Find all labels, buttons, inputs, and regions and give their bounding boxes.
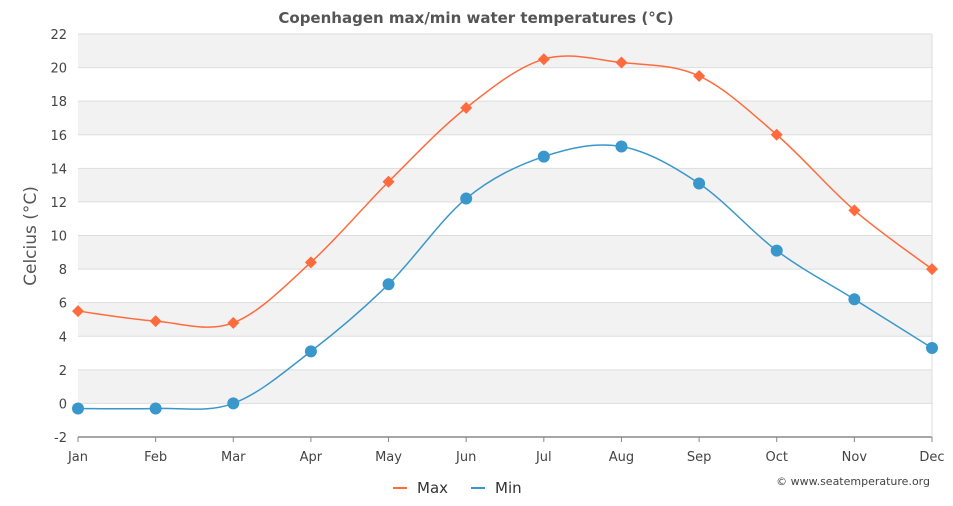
data-point-max[interactable] (72, 305, 84, 318)
y-tick-label: 12 (50, 196, 67, 211)
data-point-max[interactable] (693, 69, 706, 82)
gridlines (78, 33, 933, 438)
data-point-min[interactable] (615, 140, 628, 153)
plot-bands (78, 34, 932, 404)
y-tick-label: 18 (50, 95, 67, 110)
series-min (72, 140, 938, 415)
chart-title: Copenhagen max/min water temperatures (°… (278, 9, 673, 27)
x-tick-label: Jul (535, 450, 552, 465)
x-tick-label: Aug (609, 450, 634, 465)
plot-band (78, 168, 932, 202)
x-tick-label: Oct (765, 450, 787, 465)
plot-band (78, 34, 932, 68)
data-point-min[interactable] (537, 150, 550, 163)
data-point-min[interactable] (227, 397, 240, 410)
legend-max-label[interactable]: Max (417, 479, 448, 497)
data-point-min[interactable] (382, 278, 395, 291)
y-tick-label: 8 (59, 263, 67, 278)
y-tick-label: 10 (50, 230, 67, 245)
y-tick-label: 20 (50, 62, 67, 77)
data-point-max[interactable] (227, 316, 240, 329)
x-tick-label: Mar (221, 450, 246, 465)
y-axis-label: Celcius (°C) (21, 186, 41, 286)
data-point-min[interactable] (149, 402, 162, 415)
x-tick-label: May (375, 450, 402, 465)
x-axis-ticks: Jan Feb Mar Apr May Jun Jul Aug Sep Oct Nov Dec (67, 437, 945, 465)
y-tick-label: 4 (59, 330, 67, 345)
data-point-max[interactable] (382, 175, 395, 188)
x-tick-label: Apr (300, 450, 323, 465)
data-point-max[interactable] (149, 315, 162, 328)
x-tick-label: Jan (67, 450, 88, 465)
plot-band (78, 369, 932, 404)
data-point-min[interactable] (72, 402, 84, 415)
credit-text[interactable]: © www.seatemperature.org (776, 475, 930, 488)
x-tick-label: Nov (842, 450, 868, 465)
x-tick-label: Dec (919, 450, 944, 465)
y-tick-label: 2 (59, 364, 67, 379)
y-tick-label: 14 (50, 162, 67, 177)
y-axis-ticks: -2 0 2 4 6 8 10 12 14 16 18 20 22 (50, 28, 67, 446)
data-point-max[interactable] (926, 263, 938, 276)
data-point-max[interactable] (848, 204, 861, 217)
data-point-min[interactable] (693, 177, 706, 190)
series-max (72, 53, 938, 329)
data-point-min[interactable] (304, 345, 317, 358)
data-point-max[interactable] (460, 101, 473, 114)
y-tick-label: 6 (59, 297, 67, 312)
series-layer (72, 53, 938, 415)
data-point-max[interactable] (770, 128, 783, 141)
data-point-min[interactable] (848, 293, 861, 306)
y-tick-label: -2 (54, 431, 67, 446)
data-point-max[interactable] (537, 53, 550, 66)
legend-min-label[interactable]: Min (495, 479, 522, 497)
data-point-min[interactable] (460, 192, 473, 205)
x-tick-label: Sep (687, 450, 712, 465)
legend: Max Min (393, 479, 522, 497)
data-point-min[interactable] (926, 342, 938, 355)
y-tick-label: 22 (50, 28, 67, 43)
data-point-min[interactable] (770, 244, 783, 257)
data-point-max[interactable] (615, 56, 628, 69)
plot-band (78, 235, 932, 270)
y-tick-label: 0 (59, 397, 67, 412)
x-tick-label: Feb (144, 450, 167, 465)
plot-band (78, 101, 932, 135)
data-point-max[interactable] (304, 256, 317, 269)
y-tick-label: 16 (50, 129, 67, 144)
x-tick-label: Jun (455, 450, 476, 465)
plot-band (78, 302, 932, 337)
